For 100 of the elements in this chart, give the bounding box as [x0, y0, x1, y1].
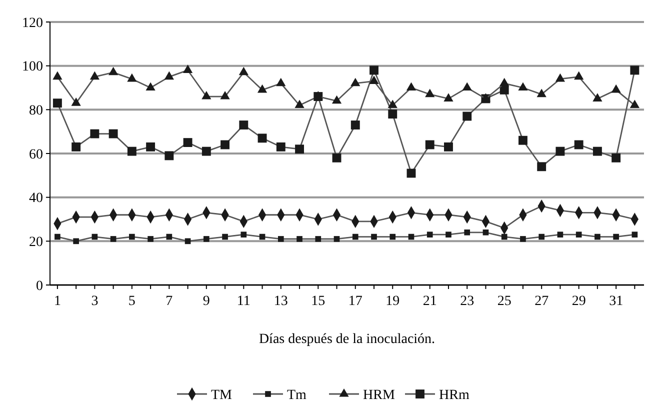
- point: [90, 71, 100, 80]
- point: [258, 134, 267, 143]
- point: [444, 142, 453, 152]
- point: [371, 234, 377, 240]
- point: [110, 236, 116, 242]
- point: [129, 234, 135, 240]
- point: [296, 236, 302, 242]
- point: [146, 142, 156, 152]
- point: [73, 238, 79, 244]
- point: [536, 88, 546, 98]
- point: [592, 146, 602, 156]
- point: [462, 82, 472, 91]
- point: [482, 229, 489, 236]
- point: [574, 71, 584, 80]
- y-tick-label: 0: [36, 278, 43, 294]
- point: [576, 232, 582, 238]
- point: [425, 140, 434, 150]
- point: [556, 146, 565, 156]
- x-axis-title: Días después de la inoculación.: [258, 332, 436, 347]
- y-tick-label: 20: [29, 235, 43, 250]
- point: [220, 90, 230, 100]
- point: [611, 84, 621, 93]
- point: [555, 73, 566, 82]
- point: [630, 66, 640, 75]
- point: [148, 236, 154, 242]
- point: [500, 78, 510, 86]
- point: [257, 84, 268, 93]
- point: [294, 100, 304, 108]
- point: [220, 140, 230, 150]
- x-tick-label: 7: [166, 294, 173, 309]
- y-tick-label: 60: [29, 147, 43, 162]
- point: [406, 82, 416, 91]
- point: [518, 82, 528, 91]
- point: [202, 146, 211, 156]
- legend-label: TM: [211, 388, 233, 403]
- point: [332, 95, 342, 104]
- point: [630, 100, 640, 108]
- point: [204, 236, 210, 242]
- x-tick-label: 3: [91, 294, 98, 309]
- point: [464, 229, 470, 236]
- y-tick-label: 100: [22, 60, 43, 75]
- point: [90, 129, 100, 138]
- point: [240, 232, 247, 238]
- point: [183, 138, 192, 148]
- x-tick-label: 1: [54, 294, 61, 309]
- point: [612, 153, 621, 162]
- point: [520, 236, 526, 242]
- point: [276, 78, 286, 86]
- point: [388, 110, 398, 119]
- x-tick-label: 25: [497, 294, 512, 309]
- point: [537, 162, 546, 172]
- point: [52, 71, 62, 80]
- point: [613, 234, 619, 240]
- x-tick-label: 31: [609, 294, 624, 309]
- point: [350, 120, 360, 130]
- x-tick-label: 11: [236, 294, 250, 309]
- point: [54, 234, 60, 240]
- x-tick-label: 23: [460, 294, 474, 309]
- x-tick-label: 21: [422, 294, 437, 309]
- x-tick-label: 17: [348, 294, 362, 309]
- point: [388, 100, 398, 108]
- point: [446, 232, 452, 238]
- point: [390, 234, 396, 240]
- point: [276, 142, 286, 152]
- point: [202, 90, 212, 100]
- y-tick-label: 80: [29, 104, 43, 119]
- x-tick-label: 27: [534, 294, 549, 309]
- point: [350, 78, 360, 86]
- x-tick-label: 29: [572, 294, 586, 309]
- y-tick-label: 120: [22, 16, 43, 31]
- legend-label: Tm: [287, 388, 307, 403]
- point: [406, 168, 416, 178]
- point: [164, 151, 174, 160]
- point: [295, 144, 304, 154]
- point: [426, 232, 433, 238]
- point: [238, 66, 248, 76]
- point: [222, 234, 228, 240]
- point: [146, 82, 156, 91]
- point: [352, 234, 358, 240]
- point: [518, 136, 528, 145]
- point: [594, 234, 600, 240]
- x-tick-label: 15: [311, 294, 326, 309]
- point: [127, 146, 136, 156]
- point: [462, 112, 472, 121]
- point: [164, 71, 174, 80]
- point: [71, 98, 81, 106]
- point: [444, 93, 454, 102]
- legend-label: HRM: [363, 388, 396, 403]
- point: [315, 236, 322, 242]
- point: [500, 85, 509, 94]
- point: [592, 93, 602, 102]
- point: [239, 120, 248, 130]
- legend-label: HRm: [439, 388, 470, 403]
- point: [501, 234, 508, 240]
- x-tick-label: 19: [386, 294, 400, 309]
- x-tick-label: 9: [202, 294, 210, 309]
- point: [557, 232, 564, 238]
- point: [108, 129, 118, 138]
- x-tick-label: 13: [274, 294, 288, 309]
- point: [52, 98, 62, 108]
